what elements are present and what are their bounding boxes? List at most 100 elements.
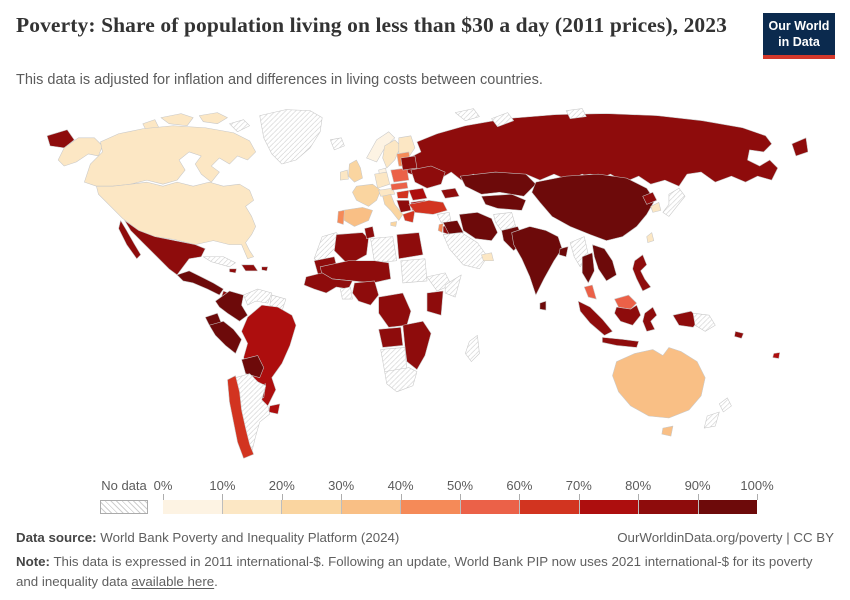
owid-logo[interactable]: Our World in Data: [763, 13, 835, 59]
country-peru[interactable]: [209, 320, 242, 354]
country-sweden[interactable]: [382, 139, 402, 169]
legend-band[interactable]: [282, 500, 342, 514]
country-hungary[interactable]: [396, 189, 410, 199]
country-egypt[interactable]: [396, 232, 424, 260]
country-poland[interactable]: [390, 167, 410, 183]
country-canada[interactable]: [84, 125, 256, 187]
country-novaya-zemlya[interactable]: [491, 112, 514, 128]
country-west-africa-coast[interactable]: [303, 272, 353, 294]
country-borneo-indonesia[interactable]: [614, 304, 641, 326]
country-sicily[interactable]: [390, 221, 398, 227]
country-borneo-malaysia[interactable]: [614, 294, 637, 310]
country-chile[interactable]: [227, 375, 254, 459]
country-papua-new-guinea[interactable]: [692, 312, 716, 332]
country-ukraine[interactable]: [410, 165, 446, 189]
country-south-africa[interactable]: [384, 367, 418, 393]
country-fiji[interactable]: [772, 352, 781, 359]
country-venezuela[interactable]: [243, 288, 273, 306]
country-france[interactable]: [352, 183, 381, 207]
country-sumatra[interactable]: [577, 300, 613, 336]
country-arabian-peninsula[interactable]: [442, 232, 488, 270]
country-iran[interactable]: [458, 212, 498, 241]
country-germany[interactable]: [374, 171, 391, 189]
country-taiwan[interactable]: [646, 232, 655, 243]
country-bolivia[interactable]: [241, 355, 265, 378]
legend-band[interactable]: [579, 500, 639, 514]
country-bangladesh[interactable]: [558, 246, 569, 258]
country-iceland[interactable]: [329, 137, 345, 151]
country-syria[interactable]: [436, 212, 452, 223]
country-portugal[interactable]: [337, 210, 345, 225]
country-india[interactable]: [511, 226, 563, 296]
country-mexico[interactable]: [124, 220, 206, 276]
country-turkey[interactable]: [408, 200, 448, 215]
country-indochina[interactable]: [592, 244, 617, 282]
country-sudan[interactable]: [400, 258, 428, 284]
country-kazakhstan[interactable]: [459, 171, 537, 197]
country-belarus[interactable]: [400, 155, 418, 171]
country-libya[interactable]: [370, 236, 398, 264]
country-greenland[interactable]: [259, 109, 323, 165]
country-colombia[interactable]: [215, 290, 248, 322]
country-mexico-baja[interactable]: [118, 220, 142, 260]
country-puerto-rico[interactable]: [261, 266, 269, 272]
country-ireland[interactable]: [340, 169, 349, 181]
country-brazil[interactable]: [241, 304, 297, 407]
country-madagascar[interactable]: [465, 335, 480, 362]
country-tasmania[interactable]: [661, 425, 674, 437]
country-north-korea[interactable]: [642, 191, 658, 205]
country-new-zealand-north[interactable]: [719, 397, 732, 413]
country-australia[interactable]: [612, 347, 706, 419]
country-solomon-islands[interactable]: [734, 331, 744, 339]
country-tunisia[interactable]: [364, 226, 375, 239]
country-sulawesi[interactable]: [642, 306, 658, 332]
country-thailand[interactable]: [581, 252, 595, 284]
country-arctic-island-1[interactable]: [160, 113, 194, 126]
country-severnaya-zemlya[interactable]: [565, 108, 587, 119]
country-alaska[interactable]: [57, 137, 103, 167]
country-romania[interactable]: [408, 187, 428, 201]
country-spain[interactable]: [342, 207, 373, 227]
country-svalbard[interactable]: [454, 108, 480, 121]
legend-band[interactable]: [698, 500, 757, 514]
country-italy[interactable]: [382, 193, 404, 221]
country-namibia-botswana[interactable]: [380, 347, 408, 372]
legend-band[interactable]: [639, 500, 699, 514]
legend-band[interactable]: [520, 500, 580, 514]
country-sri-lanka[interactable]: [539, 300, 547, 311]
country-algeria[interactable]: [334, 232, 369, 266]
country-czech-slovakia[interactable]: [390, 181, 409, 191]
country-western-balkans[interactable]: [396, 200, 412, 213]
country-greece[interactable]: [402, 210, 416, 223]
country-somalia[interactable]: [444, 274, 462, 298]
country-java[interactable]: [602, 337, 639, 348]
legend-band[interactable]: [341, 500, 401, 514]
country-ghana-area[interactable]: [340, 286, 353, 300]
country-chukotka[interactable]: [791, 137, 809, 157]
legend-no-data-swatch[interactable]: [100, 500, 148, 514]
country-malaysia-peninsula[interactable]: [583, 284, 597, 300]
country-iraq[interactable]: [442, 220, 464, 235]
country-japan[interactable]: [662, 187, 686, 217]
country-east-africa[interactable]: [426, 290, 444, 316]
country-cuba[interactable]: [202, 256, 236, 268]
country-united-kingdom[interactable]: [348, 159, 363, 183]
country-china[interactable]: [531, 173, 656, 241]
legend-band[interactable]: [460, 500, 520, 514]
country-nigeria-cameroon[interactable]: [352, 280, 379, 306]
country-new-zealand-south[interactable]: [703, 411, 720, 429]
country-morocco-wsahara[interactable]: [313, 232, 343, 264]
country-norway[interactable]: [366, 131, 396, 163]
country-south-korea[interactable]: [650, 202, 662, 213]
legend-band[interactable]: [163, 500, 223, 514]
country-drc[interactable]: [378, 292, 412, 328]
country-angola[interactable]: [378, 327, 404, 348]
country-arctic-island-4[interactable]: [229, 119, 250, 133]
note-link[interactable]: available here: [131, 573, 215, 589]
country-uae[interactable]: [481, 252, 494, 262]
legend-band[interactable]: [401, 500, 461, 514]
legend-band[interactable]: [222, 500, 282, 514]
country-hispaniola[interactable]: [241, 264, 258, 272]
country-caucasus[interactable]: [440, 187, 460, 199]
country-zambia-zimbabwe-mozambique[interactable]: [402, 320, 432, 370]
